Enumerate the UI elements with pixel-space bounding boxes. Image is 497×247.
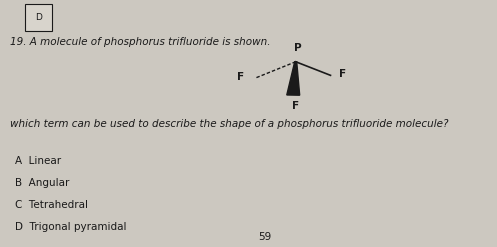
Text: F: F (339, 69, 346, 79)
Polygon shape (287, 62, 300, 95)
Text: 19. A molecule of phosphorus trifluoride is shown.: 19. A molecule of phosphorus trifluoride… (10, 37, 270, 47)
Text: D: D (35, 13, 42, 22)
Text: P: P (294, 43, 302, 53)
Text: 59: 59 (258, 232, 272, 242)
Text: A  Linear: A Linear (15, 156, 61, 165)
Text: C  Tetrahedral: C Tetrahedral (15, 200, 88, 210)
Text: F: F (292, 101, 299, 111)
Text: F: F (238, 72, 245, 82)
Text: D  Trigonal pyramidal: D Trigonal pyramidal (15, 222, 126, 232)
FancyBboxPatch shape (25, 4, 52, 31)
Text: which term can be used to describe the shape of a phosphorus trifluoride molecul: which term can be used to describe the s… (10, 119, 448, 128)
Text: B  Angular: B Angular (15, 178, 69, 188)
